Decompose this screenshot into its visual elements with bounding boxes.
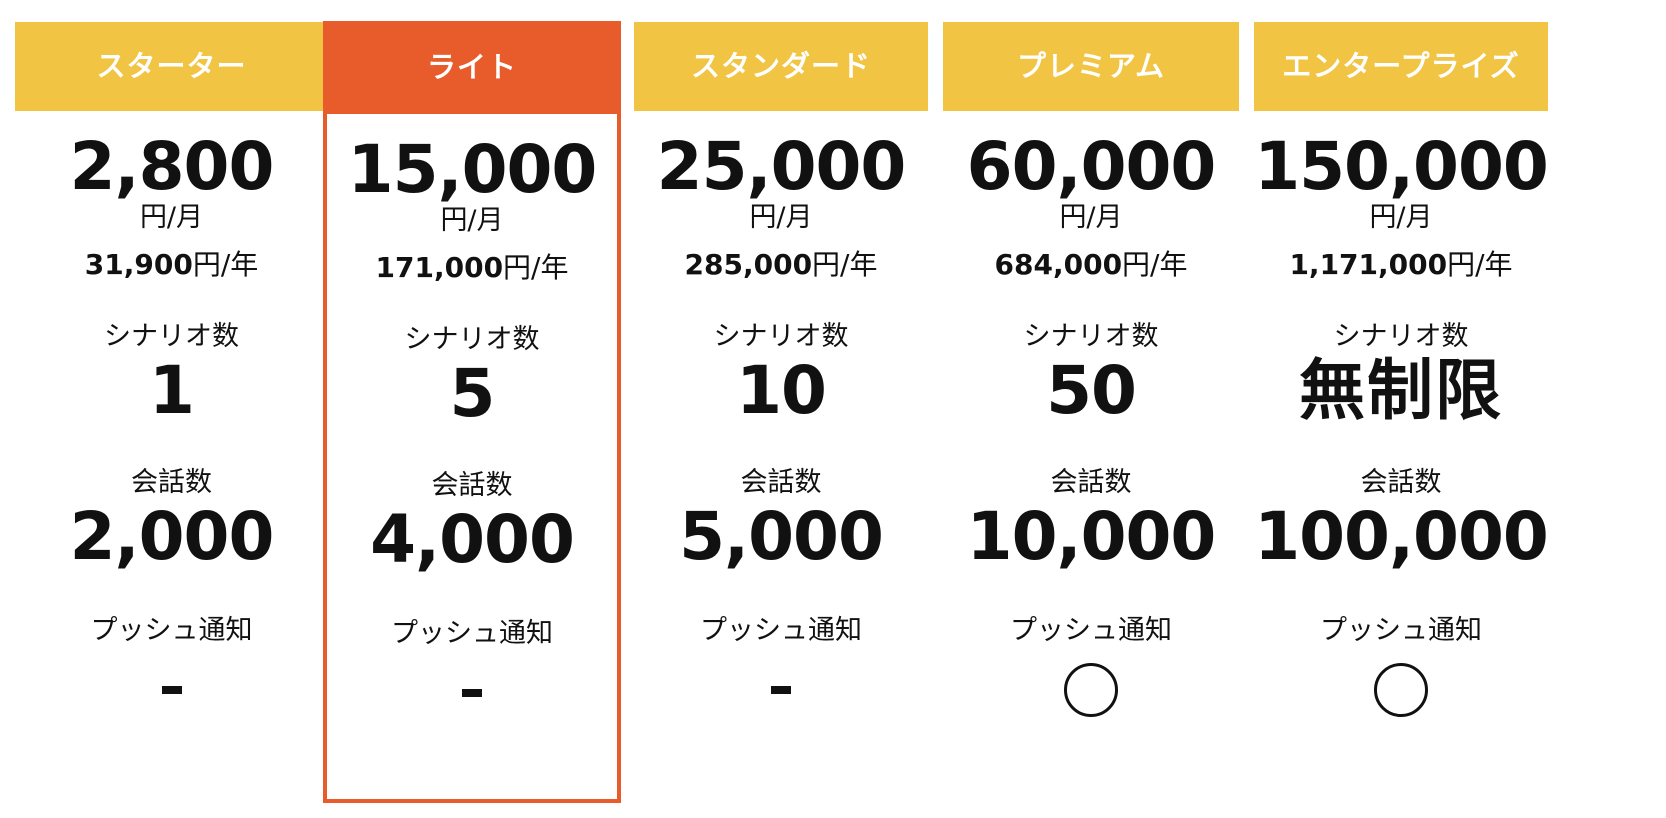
yearly-price: 31,900円/年: [15, 249, 328, 281]
push-value: [327, 658, 617, 728]
per-month-unit: 円/月: [1059, 202, 1123, 233]
yearly-price: 1,171,000円/年: [1254, 249, 1548, 281]
conversation-label: 会話数: [1050, 467, 1132, 498]
scenario-value: 10: [736, 352, 827, 429]
per-year-unit: 円/年: [192, 248, 259, 281]
scenario-label: シナリオ数: [1023, 321, 1159, 352]
yearly-price-value: 31,900: [84, 248, 193, 281]
plan-name: スタンダード: [634, 22, 928, 111]
scenario-label: シナリオ数: [1333, 321, 1469, 352]
circle-icon: [1064, 663, 1118, 717]
yearly-price: 684,000円/年: [943, 249, 1239, 281]
plan-name: スターター: [15, 22, 328, 111]
monthly-price: 15,000: [347, 131, 598, 208]
plan-card-enterprise: エンタープライズ 150,000 円/月 1,171,000円/年 シナリオ数 …: [1254, 22, 1549, 792]
plan-card-standard: スタンダード 25,000 円/月 285,000円/年 シナリオ数 10 会話…: [634, 22, 928, 792]
per-month-unit: 円/月: [139, 202, 204, 233]
push-label: プッシュ通知: [1010, 615, 1172, 646]
scenario-value: 1: [149, 352, 195, 429]
monthly-price: 2,800: [69, 128, 275, 205]
yearly-price-value: 285,000: [684, 248, 813, 281]
per-month-unit: 円/月: [440, 205, 504, 236]
push-label: プッシュ通知: [391, 618, 553, 649]
conversation-value: 4,000: [370, 501, 575, 578]
per-month-unit: 円/月: [749, 202, 813, 233]
per-month-unit: 円/月: [1369, 202, 1433, 233]
conversation-label: 会話数: [1360, 467, 1442, 498]
yearly-price-value: 1,171,000: [1289, 248, 1448, 281]
per-year-unit: 円/年: [1122, 248, 1188, 281]
conversation-label: 会話数: [740, 467, 822, 498]
dash-icon: [462, 689, 482, 697]
monthly-price: 150,000: [1254, 128, 1549, 205]
per-year-unit: 円/年: [812, 248, 878, 281]
push-value: [15, 655, 328, 725]
yearly-price: 285,000円/年: [634, 249, 928, 281]
conversation-label: 会話数: [431, 470, 513, 501]
conversation-label: 会話数: [131, 467, 212, 498]
conversation-value: 5,000: [679, 498, 884, 575]
push-label: プッシュ通知: [90, 615, 253, 646]
push-value: [943, 655, 1239, 725]
scenario-label: シナリオ数: [713, 321, 849, 352]
scenario-value: 無制限: [1299, 352, 1503, 429]
plan-name: ライト: [323, 21, 621, 114]
scenario-value: 5: [449, 355, 496, 432]
per-year-unit: 円/年: [503, 251, 569, 284]
scenario-label: シナリオ数: [404, 324, 540, 355]
scenario-value: 50: [1046, 352, 1137, 429]
per-year-unit: 円/年: [1447, 248, 1513, 281]
monthly-price: 25,000: [656, 128, 907, 205]
push-label: プッシュ通知: [700, 615, 862, 646]
dash-icon: [161, 686, 182, 694]
plan-card-starter: スターター 2,800 円/月 31,900円/年 シナリオ数 1 会話数 2,…: [15, 22, 328, 792]
monthly-price: 60,000: [966, 128, 1217, 205]
conversation-value: 100,000: [1254, 498, 1549, 575]
plan-name: プレミアム: [943, 22, 1239, 111]
conversation-value: 2,000: [69, 498, 275, 575]
yearly-price-value: 171,000: [375, 251, 504, 284]
plan-card-lite: ライト 15,000 円/月 171,000円/年 シナリオ数 5 会話数 4,…: [323, 21, 621, 803]
plan-name: エンタープライズ: [1254, 22, 1548, 111]
dash-icon: [771, 686, 791, 694]
push-value: [1254, 655, 1548, 725]
conversation-value: 10,000: [966, 498, 1217, 575]
scenario-label: シナリオ数: [104, 321, 239, 352]
plan-card-premium: プレミアム 60,000 円/月 684,000円/年 シナリオ数 50 会話数…: [943, 22, 1239, 792]
circle-icon: [1374, 663, 1428, 717]
yearly-price-value: 684,000: [994, 248, 1123, 281]
yearly-price: 171,000円/年: [327, 252, 617, 284]
push-label: プッシュ通知: [1320, 615, 1482, 646]
push-value: [634, 655, 928, 725]
